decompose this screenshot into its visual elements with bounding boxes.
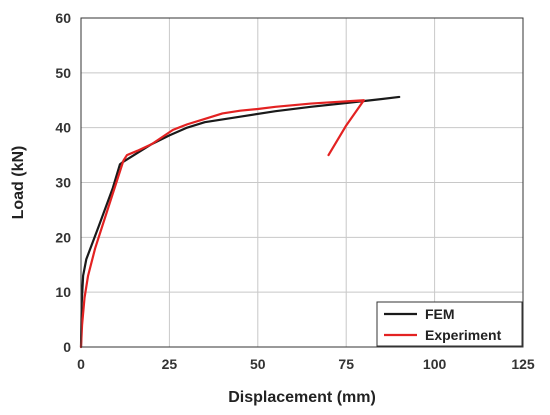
y-tick-label: 60 (55, 10, 71, 26)
plot-frame (80, 17, 524, 348)
x-tick-label: 100 (423, 356, 447, 372)
y-tick-label: 50 (55, 65, 71, 81)
x-tick-label: 0 (77, 356, 85, 372)
legend-label: FEM (425, 306, 455, 322)
y-tick-label: 10 (55, 284, 71, 300)
series-lines (79, 95, 401, 349)
y-tick-label: 0 (63, 339, 71, 355)
x-tick-label: 125 (511, 356, 535, 372)
tick-labels: 0 25 50 75 100 125 0 10 20 30 40 50 60 (55, 10, 534, 372)
y-tick-label: 30 (55, 175, 71, 191)
x-tick-label: 25 (162, 356, 178, 372)
legend-label: Experiment (425, 327, 502, 343)
y-tick-label: 40 (55, 120, 71, 136)
y-tick-label: 20 (55, 229, 71, 245)
legend-box (376, 301, 523, 347)
x-tick-label: 50 (250, 356, 266, 372)
legend: FEM Experiment (376, 301, 523, 347)
series-line-experiment (79, 99, 365, 349)
x-tick-label: 75 (338, 356, 354, 372)
y-axis-title: Load (kN) (10, 146, 27, 220)
x-axis-title: Displacement (mm) (228, 389, 376, 406)
